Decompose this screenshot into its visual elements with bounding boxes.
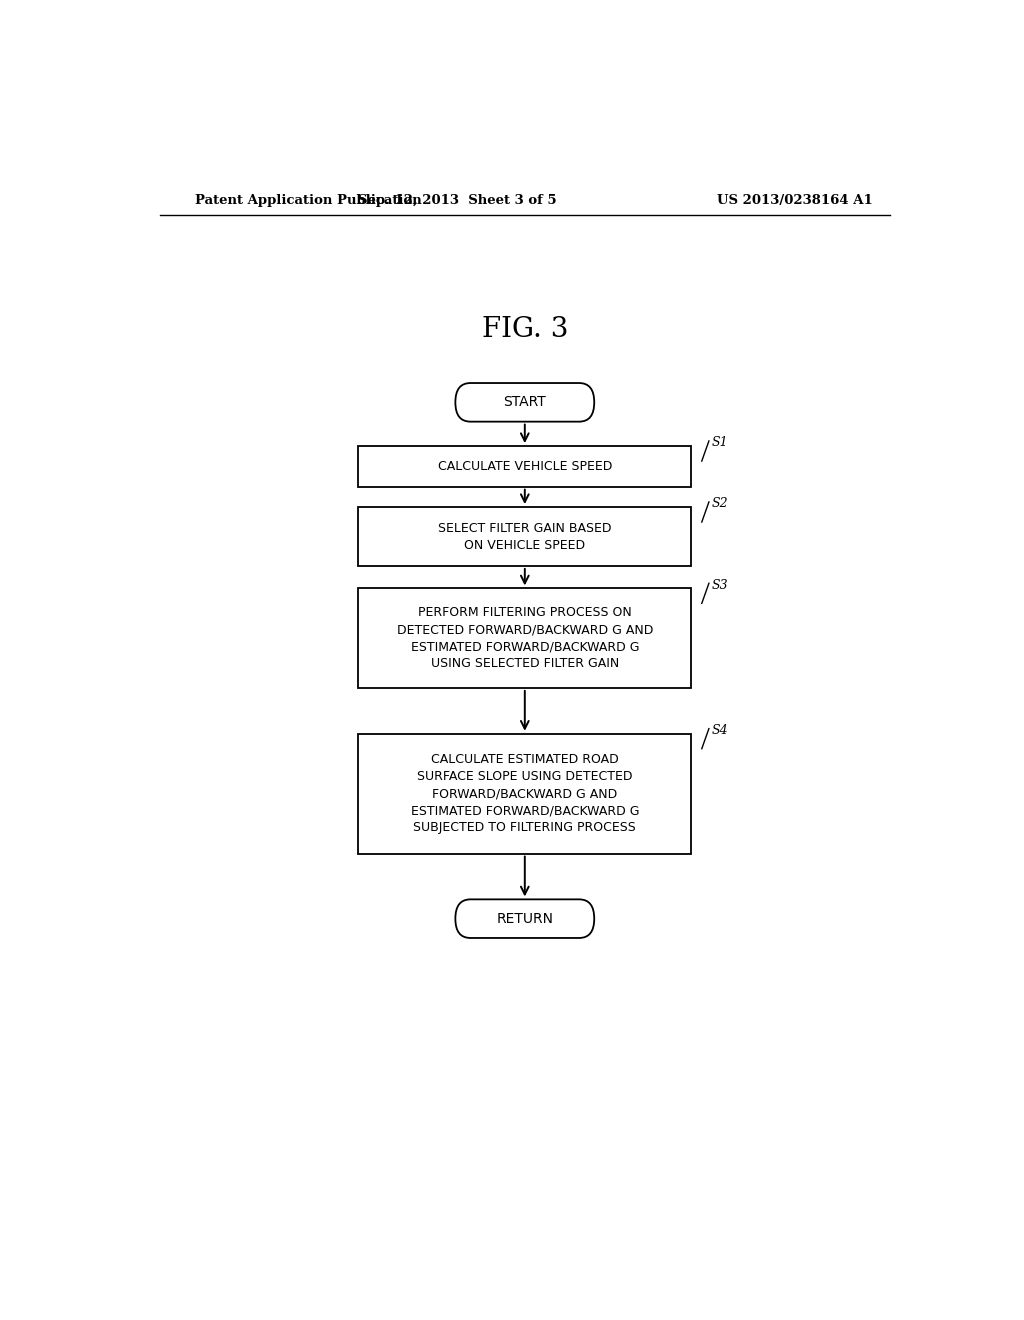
Text: CALCULATE ESTIMATED ROAD
SURFACE SLOPE USING DETECTED
FORWARD/BACKWARD G AND
EST: CALCULATE ESTIMATED ROAD SURFACE SLOPE U… — [411, 754, 639, 834]
Text: CALCULATE VEHICLE SPEED: CALCULATE VEHICLE SPEED — [437, 459, 612, 473]
FancyBboxPatch shape — [358, 446, 691, 487]
Text: PERFORM FILTERING PROCESS ON
DETECTED FORWARD/BACKWARD G AND
ESTIMATED FORWARD/B: PERFORM FILTERING PROCESS ON DETECTED FO… — [396, 606, 653, 671]
Text: S1: S1 — [712, 437, 729, 450]
Text: US 2013/0238164 A1: US 2013/0238164 A1 — [717, 194, 872, 206]
FancyBboxPatch shape — [456, 899, 594, 939]
FancyBboxPatch shape — [358, 589, 691, 688]
Text: S2: S2 — [712, 498, 729, 511]
FancyBboxPatch shape — [358, 507, 691, 566]
Text: FIG. 3: FIG. 3 — [481, 315, 568, 343]
Text: Patent Application Publication: Patent Application Publication — [196, 194, 422, 206]
Text: SELECT FILTER GAIN BASED
ON VEHICLE SPEED: SELECT FILTER GAIN BASED ON VEHICLE SPEE… — [438, 521, 611, 552]
Text: Sep. 12, 2013  Sheet 3 of 5: Sep. 12, 2013 Sheet 3 of 5 — [358, 194, 557, 206]
Text: START: START — [504, 395, 546, 409]
FancyBboxPatch shape — [358, 734, 691, 854]
Text: S4: S4 — [712, 725, 729, 737]
Text: RETURN: RETURN — [497, 912, 553, 925]
FancyBboxPatch shape — [456, 383, 594, 421]
Text: S3: S3 — [712, 578, 729, 591]
